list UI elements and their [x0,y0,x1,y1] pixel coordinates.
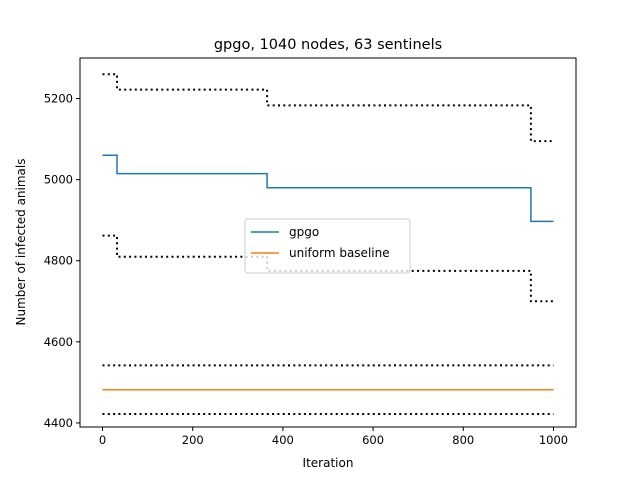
x-tick-label: 200 [182,433,204,447]
legend-box [244,218,411,274]
y-tick-label: 4600 [44,335,73,349]
chart-title: gpgo, 1040 nodes, 63 sentinels [214,37,442,53]
legend-label: gpgo [289,225,319,239]
y-tick-label: 4800 [44,254,73,268]
legend-label: uniform baseline [289,246,390,260]
plot-frame [79,57,577,428]
legend: gpgo uniform baseline [244,218,411,274]
y-tick-label: 5000 [44,173,73,187]
x-tick-label: 600 [362,433,384,447]
y-axis-label: Number of infected animals [14,159,28,326]
series-line-2 [102,73,554,143]
y-axis: 4400 4600 4800 5000 5200 [44,92,80,430]
y-tick-label: 4400 [44,416,73,430]
y-tick-label: 5200 [44,92,73,106]
x-axis-label: Iteration [303,456,354,470]
x-tick-label: 1000 [539,433,568,447]
series-line-0 [102,154,554,223]
x-tick-label: 400 [272,433,294,447]
x-tick-label: 800 [452,433,474,447]
x-axis: 0 200 400 600 800 1000 [99,427,568,447]
x-tick-label: 0 [99,433,106,447]
